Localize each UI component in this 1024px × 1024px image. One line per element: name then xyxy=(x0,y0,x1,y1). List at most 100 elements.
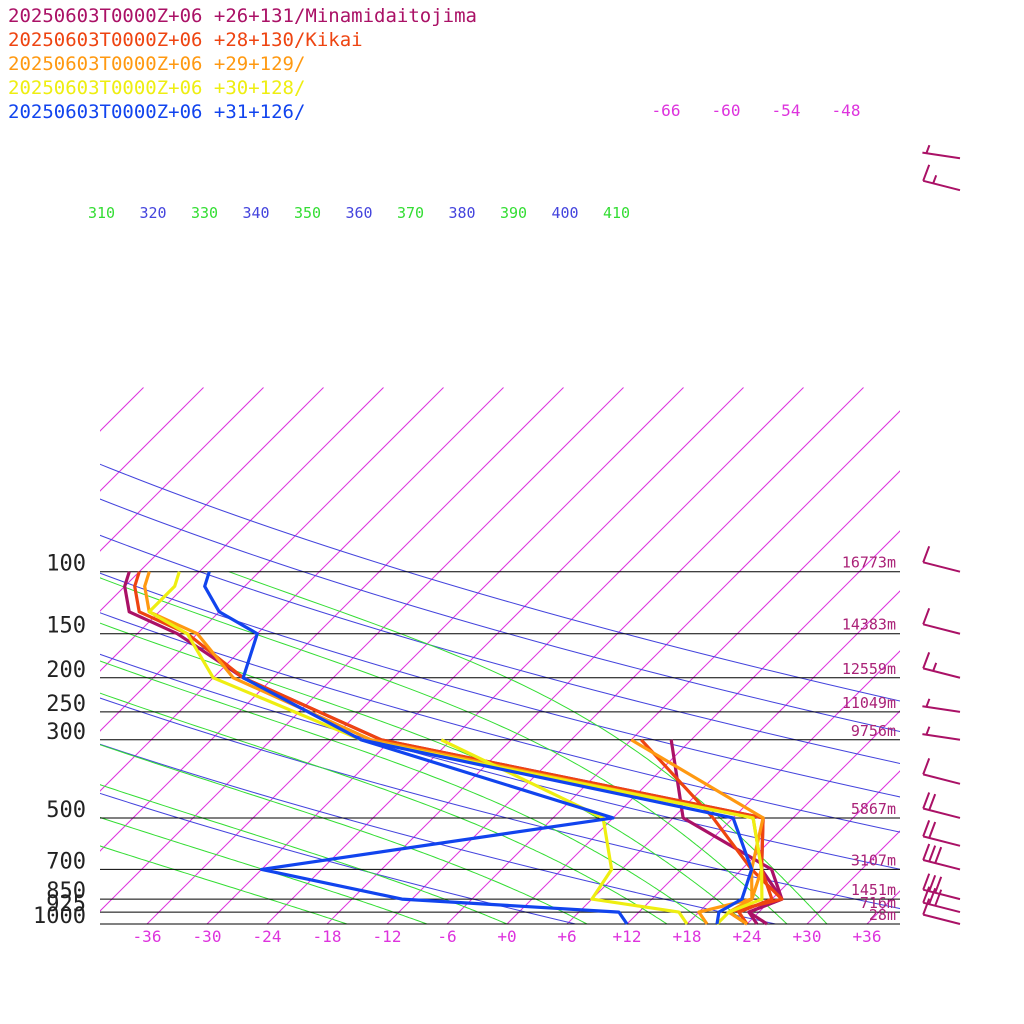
isotherm-line xyxy=(0,387,84,924)
dry-adiabat-line xyxy=(100,697,900,910)
isotherm-line xyxy=(146,387,684,924)
wind-barb xyxy=(922,898,961,925)
pressure-label: 150 xyxy=(46,614,86,639)
pressure-label: 1000 xyxy=(33,904,86,929)
theta-label: 390 xyxy=(500,204,527,222)
dry-adiabat-line xyxy=(100,612,900,833)
isotherm-line xyxy=(100,387,504,792)
dry-adiabat-line xyxy=(100,572,900,798)
pressure-label: 700 xyxy=(46,849,86,874)
wind-barb xyxy=(922,758,961,785)
moist-adiabat-line xyxy=(100,577,788,924)
isotherm-line xyxy=(326,387,864,924)
height-label: 14383m xyxy=(842,616,896,634)
pressure-label: 850 xyxy=(46,879,86,904)
isotherm-line xyxy=(566,590,900,924)
dewpoint-line-1 xyxy=(669,739,784,926)
height-label: 12559m xyxy=(842,660,896,678)
wind-barb xyxy=(922,792,961,819)
theta-label: 410 xyxy=(603,204,630,222)
temperature-tick-label: +30 xyxy=(793,927,822,946)
pressure-label: 100 xyxy=(46,552,86,577)
legend-entry-kikai: 20250603T0000Z+06 +28+130/Kikai xyxy=(8,29,363,51)
legend-entry-31-126: 20250603T0000Z+06 +31+126/ xyxy=(8,101,306,123)
sounding-profiles xyxy=(123,571,784,926)
temperature-tick-label: -30 xyxy=(193,927,222,946)
wind-barb xyxy=(922,726,961,741)
isotherm-line xyxy=(100,387,624,912)
temperature-line-3 xyxy=(143,571,764,926)
theta-label: 370 xyxy=(397,204,424,222)
isotherm-label: -54 xyxy=(772,101,801,120)
isotherm-line xyxy=(386,410,900,924)
isotherm-label: -48 xyxy=(832,101,861,120)
dry-adiabat-line xyxy=(100,653,900,870)
isotherm-line xyxy=(100,387,144,432)
theta-label: 320 xyxy=(140,204,167,222)
legend-entry-30-128: 20250603T0000Z+06 +30+128/ xyxy=(8,77,306,99)
legend-entry-29-129: 20250603T0000Z+06 +29+129/ xyxy=(8,53,306,75)
moist-adiabat-line xyxy=(228,571,828,924)
theta-label: 350 xyxy=(294,204,321,222)
isotherm-line xyxy=(100,387,324,612)
isotherm-line xyxy=(686,710,900,924)
height-label: 11049m xyxy=(842,694,896,712)
temperature-tick-label: +36 xyxy=(853,927,882,946)
wind-barb xyxy=(922,843,961,871)
pressure-label: 300 xyxy=(46,720,86,745)
moist-adiabat-line xyxy=(100,660,708,924)
pressure-label: 200 xyxy=(46,658,86,683)
wind-barb xyxy=(922,820,961,847)
theta-label: 400 xyxy=(552,204,579,222)
isotherm-line xyxy=(866,890,900,924)
wind-barb xyxy=(922,698,961,713)
temperature-tick-label: +18 xyxy=(673,927,702,946)
isotherm-label: -66 xyxy=(652,101,681,120)
isotherm-line xyxy=(206,387,744,924)
temperature-tick-label: +12 xyxy=(613,927,642,946)
legend-entry-minamidaitojima: 20250603T0000Z+06 +26+131/Minamidaitojim… xyxy=(8,5,477,27)
dry-adiabat-line xyxy=(100,463,900,702)
temperature-line-5 xyxy=(203,571,754,925)
isotherm-line xyxy=(446,470,900,924)
temperature-line-2 xyxy=(133,571,774,925)
isotherm-line xyxy=(100,387,204,492)
isotherm-line xyxy=(100,387,564,852)
dry-adiabat-lines xyxy=(100,463,900,924)
temperature-tick-label: -24 xyxy=(253,927,282,946)
isotherm-line xyxy=(806,830,900,924)
theta-label: 360 xyxy=(346,204,373,222)
temperature-tick-label: +0 xyxy=(497,927,516,946)
theta-label: 330 xyxy=(191,204,218,222)
height-label: 9756m xyxy=(851,722,896,740)
isotherm-line xyxy=(746,770,900,924)
theta-label: 340 xyxy=(243,204,270,222)
height-label: 5867m xyxy=(851,800,896,818)
dry-adiabat-line xyxy=(100,743,776,924)
isotherm-lines xyxy=(0,387,900,924)
height-label: 716m xyxy=(860,894,896,912)
isotherm-line xyxy=(506,530,900,924)
height-label: 28m xyxy=(869,906,896,924)
temperature-tick-label: +24 xyxy=(733,927,762,946)
pressure-label: 250 xyxy=(46,692,86,717)
wind-barb xyxy=(922,164,961,192)
legend: 20250603T0000Z+06 +26+131/Minamidaitojim… xyxy=(8,4,477,124)
isotherm-line xyxy=(100,387,264,552)
pressure-label: 925 xyxy=(46,892,86,917)
wind-barb xyxy=(922,652,961,679)
height-label: 1451m xyxy=(851,881,896,899)
pressure-label: 500 xyxy=(46,798,86,823)
wind-barbs xyxy=(922,144,961,925)
theta-label: 380 xyxy=(449,204,476,222)
isotherm-line xyxy=(266,387,804,924)
temperature-tick-label: -6 xyxy=(437,927,456,946)
isotherm-line xyxy=(100,387,444,732)
wind-barb xyxy=(922,886,961,914)
temperature-tick-label: +6 xyxy=(557,927,576,946)
dry-adiabat-line xyxy=(100,498,900,733)
dry-adiabat-line xyxy=(100,792,576,924)
temperature-tick-label: -18 xyxy=(313,927,342,946)
